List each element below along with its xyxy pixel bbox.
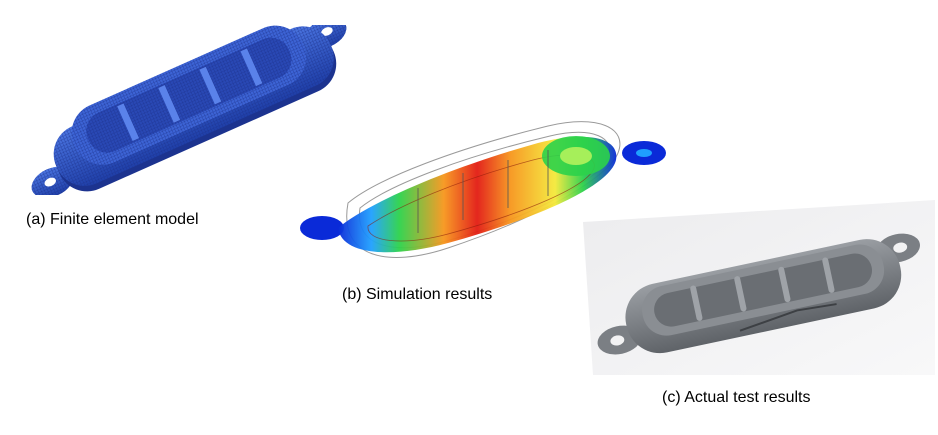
- caption-simulation-results: (b) Simulation results: [342, 286, 493, 303]
- simulation-panel: [298, 108, 670, 278]
- caption-actual-test-results: (c) Actual test results: [662, 389, 811, 406]
- stress-contour-illustration: [300, 121, 666, 258]
- test-photo-panel: [583, 200, 935, 375]
- caption-finite-element-model: (a) Finite element model: [26, 211, 199, 228]
- fe-mesh-illustration: [31, 25, 347, 195]
- fe-model-panel: [15, 25, 365, 195]
- test-photo: [583, 200, 935, 375]
